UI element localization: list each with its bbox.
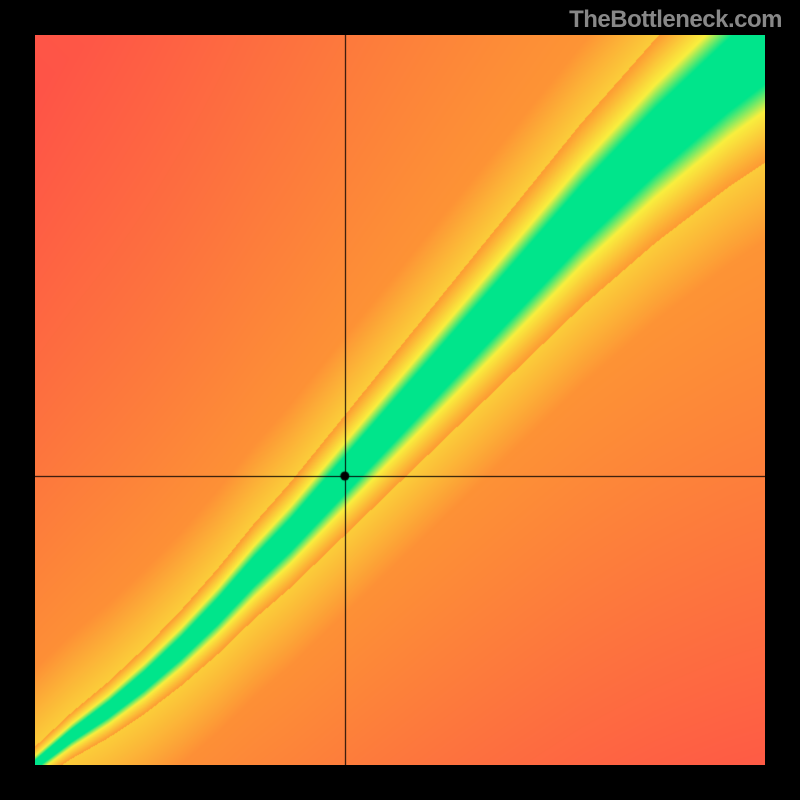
heatmap-canvas <box>35 35 765 765</box>
watermark-text: TheBottleneck.com <box>569 6 782 34</box>
chart-container: TheBottleneck.com <box>0 0 800 800</box>
